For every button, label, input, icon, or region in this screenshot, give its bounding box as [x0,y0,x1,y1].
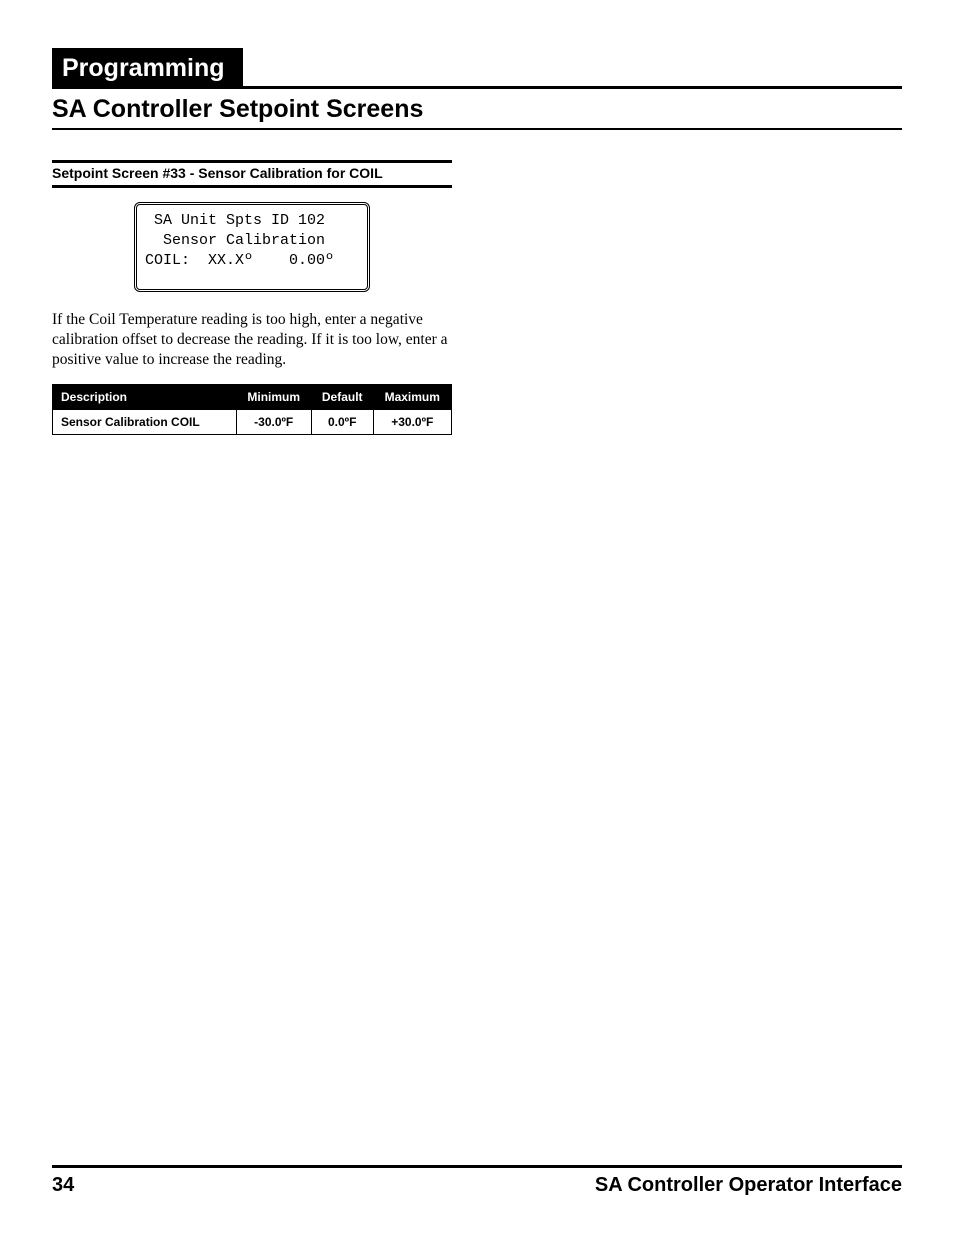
page: Programming SA Controller Setpoint Scree… [0,0,954,1235]
lcd-line-2: Sensor Calibration [145,232,325,249]
col-description: Description [53,384,237,409]
footer-doc-title: SA Controller Operator Interface [595,1174,902,1197]
section-title: SA Controller Setpoint Screens [52,95,902,128]
tab-label: Programming [62,54,225,82]
lcd-screen: SA Unit Spts ID 102 Sensor Calibration C… [134,202,370,293]
body-paragraph: If the Coil Temperature reading is too h… [52,310,452,369]
cell-description: Sensor Calibration COIL [53,409,237,434]
lcd-line-1: SA Unit Spts ID 102 [145,212,325,229]
col-maximum: Maximum [373,384,451,409]
sub-heading-rule-bottom [52,185,452,188]
section-tab: Programming [52,48,243,89]
sub-heading: Setpoint Screen #33 - Sensor Calibration… [52,163,452,185]
lcd-wrap: SA Unit Spts ID 102 Sensor Calibration C… [52,202,452,293]
header-rule [243,86,902,89]
cell-minimum: -30.0ºF [236,409,311,434]
table-row: Sensor Calibration COIL -30.0ºF 0.0ºF +3… [53,409,452,434]
setpoint-table: Description Minimum Default Maximum Sens… [52,384,452,435]
page-number: 34 [52,1174,74,1197]
header-row: Programming [52,48,902,89]
col-default: Default [311,384,373,409]
lcd-line-3: COIL: XX.Xº 0.00º [145,252,334,269]
content-column: Setpoint Screen #33 - Sensor Calibration… [52,160,452,435]
section-title-rule [52,128,902,130]
table-header-row: Description Minimum Default Maximum [53,384,452,409]
cell-default: 0.0ºF [311,409,373,434]
page-footer: 34 SA Controller Operator Interface [52,1165,902,1197]
cell-maximum: +30.0ºF [373,409,451,434]
col-minimum: Minimum [236,384,311,409]
